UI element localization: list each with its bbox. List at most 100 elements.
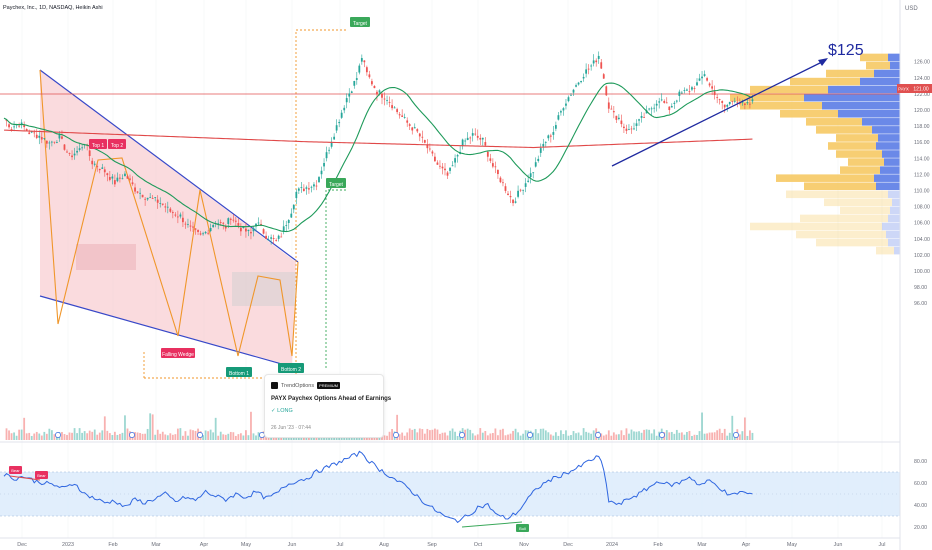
earnings-marker-icon bbox=[595, 432, 601, 438]
candle-body bbox=[585, 69, 588, 74]
candle-body bbox=[552, 132, 555, 135]
label-falling-wedge: Falling Wedge bbox=[161, 348, 195, 358]
volume-bar bbox=[590, 433, 593, 440]
candle-body bbox=[23, 125, 26, 128]
candle-body bbox=[691, 87, 693, 90]
idea-card-date: 26 Jun '23 · 07:44 bbox=[271, 425, 311, 431]
volume-bar bbox=[706, 433, 708, 440]
candle-body bbox=[257, 222, 260, 224]
time-axis-ticks[interactable]: Dec 2023 Feb Mar Apr May Jun Jul Aug Sep Oct Nov Dec… bbox=[17, 542, 885, 548]
candle-body bbox=[663, 100, 666, 103]
svg-text:Target: Target bbox=[329, 182, 344, 188]
vp-bar-down bbox=[750, 222, 882, 231]
pattern-zigzag[interactable] bbox=[39, 69, 299, 357]
candle-body bbox=[673, 102, 676, 104]
volume-bar bbox=[668, 432, 671, 440]
candle-body bbox=[229, 218, 232, 220]
earnings-marker-icon bbox=[527, 432, 533, 438]
rsi-label-bear-1: Bear bbox=[9, 466, 22, 474]
volume-bar bbox=[708, 432, 711, 440]
volume-bar bbox=[630, 429, 633, 440]
volume-bar bbox=[179, 428, 182, 440]
candle-body bbox=[33, 132, 36, 134]
vp-bar-up bbox=[888, 53, 900, 62]
candle-body bbox=[30, 131, 33, 133]
volume-bar bbox=[71, 432, 73, 440]
volume-bar bbox=[423, 433, 426, 440]
volume-bar bbox=[567, 435, 570, 440]
price-tick-label: 110.00 bbox=[914, 189, 930, 195]
candle-body bbox=[159, 203, 162, 204]
candle-body bbox=[451, 165, 454, 167]
volume-bar bbox=[484, 431, 487, 440]
price-tick-label: 126.00 bbox=[914, 60, 930, 66]
time-tick-label: Nov bbox=[519, 542, 529, 548]
candle-body bbox=[562, 108, 565, 111]
candle-body bbox=[187, 223, 189, 225]
candle-body bbox=[209, 228, 212, 232]
volume-bar bbox=[159, 433, 162, 440]
volume-bar bbox=[154, 434, 157, 440]
candle-body bbox=[212, 224, 215, 228]
candle-body bbox=[670, 106, 673, 108]
wedge-lower-line[interactable] bbox=[39, 295, 297, 369]
idea-card[interactable]: TrendOptions PREMIUM PAYX Paychex Option… bbox=[264, 374, 391, 438]
candle-body bbox=[431, 151, 434, 154]
time-tick-label: Jul bbox=[337, 542, 344, 548]
candle-body bbox=[557, 115, 560, 120]
vp-bar-up bbox=[880, 166, 900, 174]
candle-body bbox=[161, 203, 164, 205]
idea-card-title[interactable]: PAYX Paychex Options Ahead of Earnings bbox=[271, 396, 392, 402]
label-bottom-1: Bottom 1 bbox=[226, 367, 252, 377]
vp-bar-down bbox=[730, 93, 804, 102]
candle-body bbox=[444, 168, 446, 171]
volume-bar bbox=[615, 434, 618, 440]
volume-bar bbox=[174, 434, 177, 440]
vp-bar-up bbox=[874, 69, 900, 78]
candle-body bbox=[413, 127, 416, 129]
rsi-axis-ticks[interactable]: 80.00 60.00 40.00 20.00 bbox=[914, 459, 927, 531]
volume-bar bbox=[245, 430, 247, 440]
volume-bar bbox=[560, 430, 562, 440]
candle-body bbox=[683, 90, 686, 91]
idea-card-author[interactable]: TrendOptions bbox=[281, 382, 315, 389]
volume-bar bbox=[524, 430, 527, 440]
vp-bar-up bbox=[888, 238, 900, 247]
vp-bar-down bbox=[776, 174, 874, 182]
volume-bar bbox=[25, 433, 28, 440]
price-axis-ticks[interactable]: 126.00 124.00 122.00 120.00 118.00 116.00 114.… bbox=[914, 60, 930, 308]
volume-bar bbox=[113, 431, 116, 440]
candle-body bbox=[272, 238, 275, 239]
volume-bar bbox=[665, 430, 668, 440]
candle-body bbox=[308, 188, 310, 190]
vp-bar-up bbox=[884, 158, 900, 166]
chart-header-title: Paychex, Inc., 1D, NASDAQ, Heikin Ashi bbox=[3, 5, 103, 11]
candle-body bbox=[255, 223, 257, 227]
volume-bar bbox=[204, 430, 207, 440]
volume-bar bbox=[557, 435, 560, 440]
vp-bar-up bbox=[828, 85, 900, 94]
trend-line[interactable] bbox=[611, 59, 827, 167]
earnings-marker-icon bbox=[459, 432, 465, 438]
wedge-upper-line[interactable] bbox=[39, 69, 299, 263]
candle-body bbox=[149, 196, 152, 198]
volume-profile bbox=[730, 53, 900, 255]
volume-bar bbox=[43, 431, 46, 440]
candle-body bbox=[355, 78, 358, 80]
volume-bar bbox=[612, 432, 615, 440]
volume-bar bbox=[544, 430, 547, 440]
price-tick-label: 114.00 bbox=[914, 156, 930, 162]
vp-bar-down bbox=[800, 214, 888, 223]
candle-body bbox=[154, 197, 157, 198]
rsi-label-bull: Bull bbox=[516, 524, 529, 532]
volume-bar bbox=[648, 429, 651, 440]
candle-body bbox=[373, 86, 376, 89]
volume-bar bbox=[227, 433, 230, 440]
volume-bar bbox=[45, 433, 48, 440]
volume-bar bbox=[688, 430, 691, 440]
volume-bar bbox=[383, 435, 386, 440]
candle-body bbox=[376, 91, 378, 95]
candle-body bbox=[192, 226, 194, 228]
volume-bar bbox=[645, 429, 648, 440]
volume-bar bbox=[643, 429, 645, 440]
